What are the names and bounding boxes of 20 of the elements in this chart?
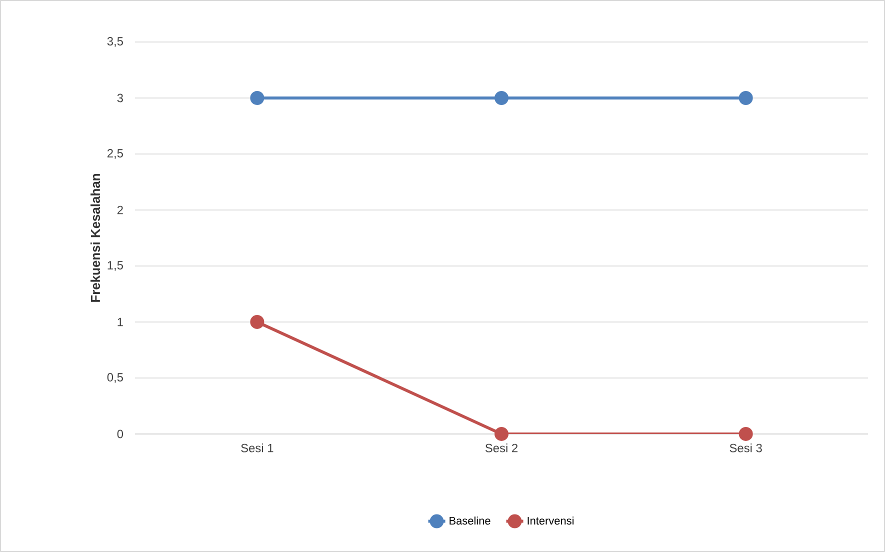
y-tick-label: 3 (117, 94, 123, 102)
y-tick-label: 0 (117, 430, 124, 438)
point (250, 314, 264, 329)
legend-label: Baseline (450, 516, 490, 525)
point (738, 426, 753, 441)
point (738, 90, 753, 105)
x-tick-label: Sesi 3 (730, 444, 762, 452)
x-tick-label: Sesi 1 (241, 444, 274, 452)
point (494, 90, 509, 105)
x-tick-label: Sesi 2 (485, 444, 518, 452)
y-tick-label: 0,5 (107, 373, 123, 383)
point (494, 426, 509, 441)
y-tick-label: 3,5 (107, 37, 123, 47)
y-tick-label: 2 (117, 206, 123, 214)
y-axis-title: Frekuensi Kesalahan (90, 174, 100, 302)
point (250, 90, 264, 105)
y-tick-label: 2,5 (107, 149, 123, 159)
y-tick-label: 1,5 (108, 261, 123, 271)
y-tick-label: 1 (118, 318, 123, 326)
legend-label: Intervensi (528, 516, 574, 525)
